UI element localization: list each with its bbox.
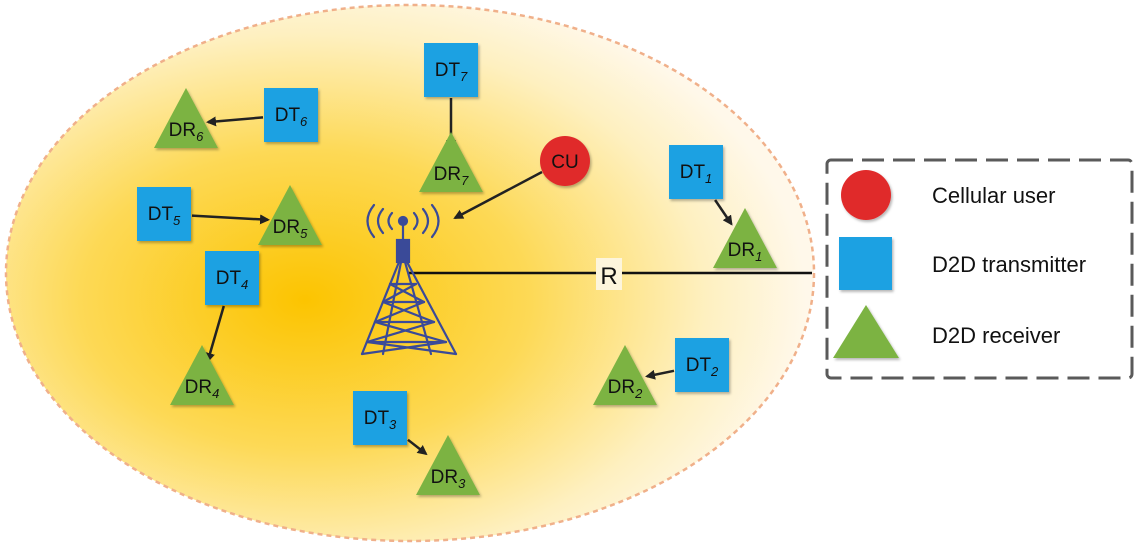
receiver-label-5: DR5 xyxy=(273,217,308,241)
d2d-link-arrow-5 xyxy=(191,214,270,225)
radius-label-bg xyxy=(596,258,622,290)
d2d-link-arrow-2 xyxy=(645,369,675,380)
d2d-link-arrow-4 xyxy=(205,305,226,363)
legend-label-cellular-user: Cellular user xyxy=(932,183,1056,208)
legend-box xyxy=(825,158,1134,380)
receiver-label-4: DR4 xyxy=(185,377,220,401)
transmitter-label-6: DT6 xyxy=(275,105,308,129)
transmitter-label-2: DT2 xyxy=(686,355,719,379)
d2d-receiver-3 xyxy=(416,435,480,495)
transmitter-label-7: DT7 xyxy=(435,60,468,84)
transmitter-label-3: DT3 xyxy=(364,408,397,432)
radius-label: R xyxy=(600,263,617,290)
receiver-label-7: DR7 xyxy=(434,164,469,188)
d2d-receiver-6 xyxy=(154,88,218,148)
d2d-link-arrow-3 xyxy=(407,438,428,456)
d2d-receiver-5 xyxy=(258,185,322,245)
d2d-transmitter-7 xyxy=(424,43,478,97)
d2d-transmitter-6 xyxy=(264,88,318,142)
cellular-user-node xyxy=(540,136,590,186)
cellular-user-label: CU xyxy=(551,152,578,173)
legend-square-icon xyxy=(839,237,892,290)
d2d-transmitter-4 xyxy=(205,251,259,305)
legend-triangle-icon xyxy=(833,305,899,358)
legend-circle-icon xyxy=(841,170,891,220)
d2d-transmitter-5 xyxy=(137,187,191,241)
cell-tower-icon xyxy=(360,203,458,356)
d2d-link-arrow-1 xyxy=(714,199,733,226)
receiver-label-2: DR2 xyxy=(608,377,643,401)
d2d-transmitter-3 xyxy=(353,391,407,445)
legend-label-d2d-transmitter: D2D transmitter xyxy=(932,252,1086,277)
receiver-label-6: DR6 xyxy=(169,120,204,144)
d2d-transmitter-2 xyxy=(675,338,729,392)
transmitter-label-5: DT5 xyxy=(148,204,181,228)
d2d-receiver-4 xyxy=(170,345,234,405)
transmitter-label-1: DT1 xyxy=(680,162,713,186)
legend: Cellular user D2D transmitter D2D receiv… xyxy=(825,158,1134,380)
cu-uplink-arrow xyxy=(453,170,543,220)
d2d-pairs: DT1 DR1 DT2 DR2 DT3 DR3 DT4 DR4 DT5 DR5 DT6 DR6 DT7 D… xyxy=(137,43,777,495)
transmitter-label-4: DT4 xyxy=(216,268,249,292)
receiver-label-1: DR1 xyxy=(728,240,763,264)
d2d-transmitter-1 xyxy=(669,145,723,199)
receiver-label-3: DR3 xyxy=(431,467,466,491)
d2d-receiver-1 xyxy=(713,208,777,268)
d2d-link-arrow-6 xyxy=(206,116,264,127)
d2d-receiver-2 xyxy=(593,345,657,405)
d2d-receiver-7 xyxy=(419,132,483,192)
legend-label-d2d-receiver: D2D receiver xyxy=(932,323,1060,348)
